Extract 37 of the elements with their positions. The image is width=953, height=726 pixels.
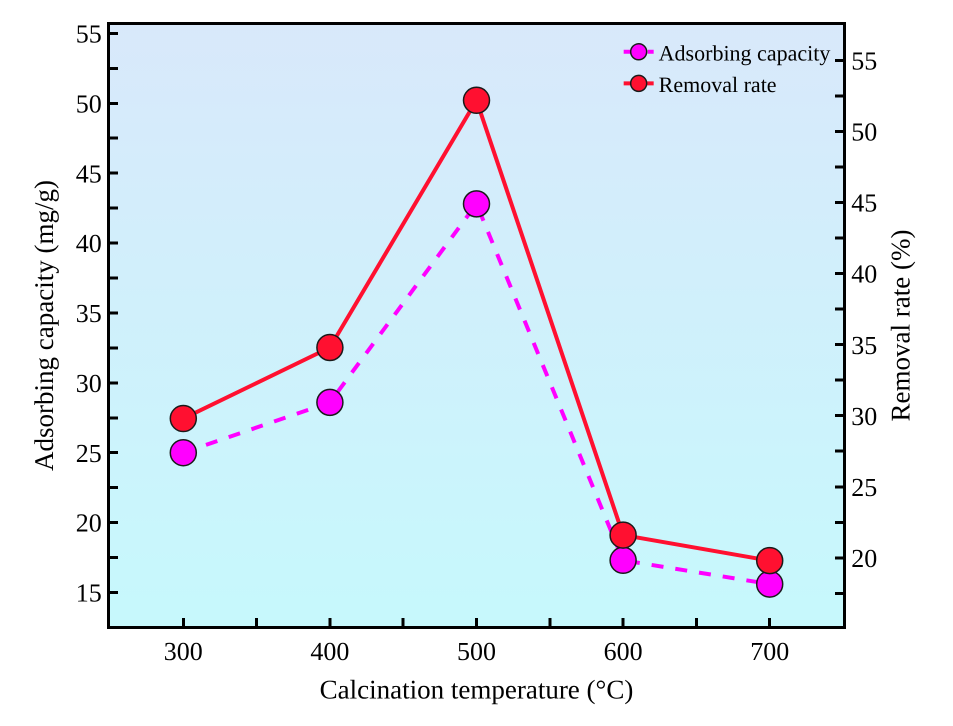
point (609, 521, 637, 549)
point (756, 570, 784, 598)
x-axis-title: Calcination temperature (°C) (320, 674, 634, 705)
y2-tick-label: 55 (851, 46, 878, 76)
point (316, 388, 344, 416)
y-tick-label: 45 (76, 159, 102, 188)
point (462, 190, 490, 218)
y-tick-label: 50 (76, 89, 102, 118)
point (316, 334, 344, 362)
point (462, 86, 490, 114)
point (170, 404, 198, 432)
y-tick-label: 20 (76, 508, 102, 538)
point (170, 438, 198, 466)
y2-tick-label: 20 (851, 544, 878, 573)
point (609, 546, 637, 574)
y-tick-label: 25 (76, 438, 102, 468)
y2-tick-label: 25 (851, 472, 878, 502)
y2-tick-label: 45 (851, 188, 878, 218)
y2-tick-label: 30 (851, 402, 878, 431)
y-tick-label: 15 (76, 578, 102, 608)
legend-label: Removal rate (658, 72, 777, 97)
x-tick-label: 400 (310, 637, 350, 666)
x-tick-label: 700 (750, 637, 790, 666)
y2-axis-title: Removal rate (%) (886, 230, 916, 422)
y-axis-title: Adsorbing capacity (mg/g) (28, 180, 59, 471)
y-tick-label: 35 (76, 299, 102, 328)
point (756, 546, 784, 574)
legend-label: Adsorbing capacity (658, 40, 830, 66)
y2-tick-label: 35 (851, 330, 878, 360)
x-tick-label: 500 (457, 637, 496, 666)
x-tick-label: 300 (164, 637, 203, 666)
y-tick-label: 55 (76, 19, 102, 48)
x-tick-label: 600 (604, 637, 643, 666)
y-tick-label: 40 (76, 229, 102, 258)
y-tick-label: 30 (76, 368, 102, 398)
y2-tick-label: 50 (851, 118, 878, 147)
y2-tick-label: 40 (851, 260, 878, 289)
